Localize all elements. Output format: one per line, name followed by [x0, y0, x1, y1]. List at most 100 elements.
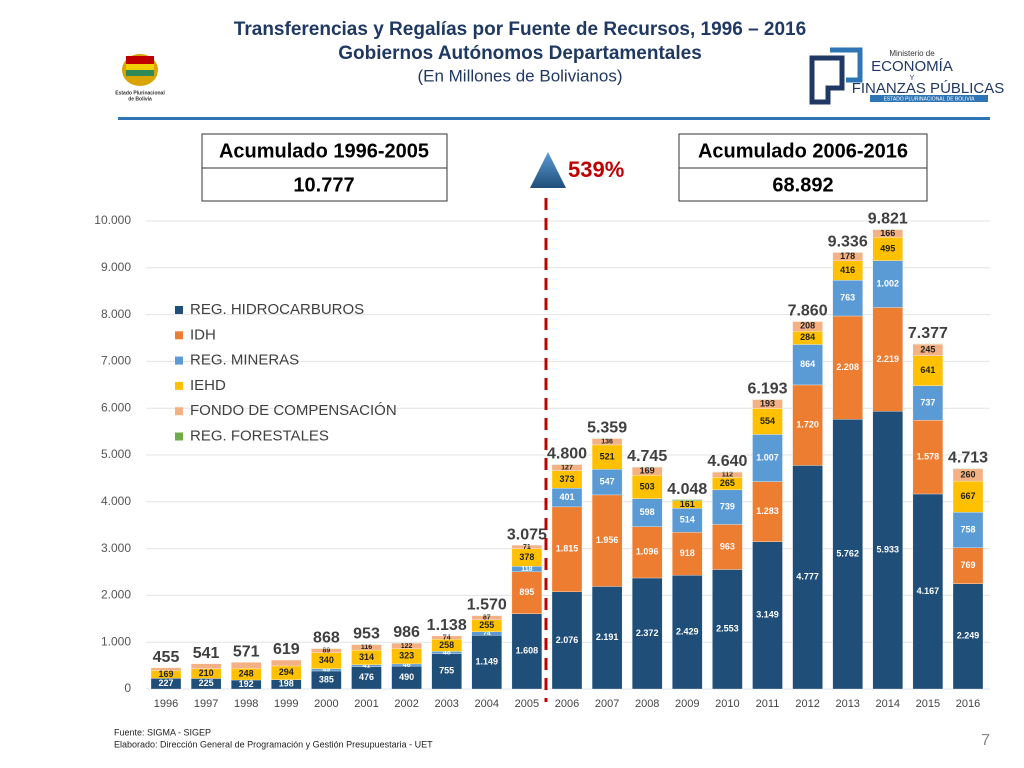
segment-label: 5.933 — [877, 545, 900, 555]
segment-label: 89 — [323, 648, 331, 655]
bar-segment — [832, 419, 863, 690]
bar-segment — [952, 480, 984, 513]
total-label: 6.193 — [747, 380, 787, 397]
segment-label: 547 — [600, 476, 615, 486]
bar-segment — [511, 613, 543, 690]
segment-label: 1.149 — [476, 656, 499, 666]
coat-band — [126, 64, 154, 70]
bar-segment — [591, 444, 623, 470]
y-tick-label: 7.000 — [101, 354, 131, 368]
segment-label: 373 — [559, 474, 574, 484]
y-tick-label: 8.000 — [101, 307, 131, 321]
segment-label: 641 — [920, 365, 935, 375]
bar-segment — [150, 667, 182, 671]
segment-label: 755 — [439, 666, 454, 676]
bar-segment — [952, 547, 984, 584]
bar-segment — [632, 577, 663, 690]
summary-value: 68.892 — [772, 174, 833, 196]
growth-arrow — [530, 152, 566, 188]
bar-segment — [752, 408, 783, 435]
x-tick-label: 2002 — [394, 698, 418, 710]
bar-segment — [752, 434, 783, 482]
x-tick-label: 2000 — [314, 698, 338, 710]
title: Transferencias y Regalías por Fuente de … — [234, 19, 806, 40]
segment-label: 178 — [840, 251, 855, 261]
bar-segment — [752, 541, 783, 690]
header-rule — [118, 117, 990, 120]
segment-label: 71 — [523, 544, 531, 551]
segment-label: 169 — [640, 466, 655, 476]
segment-label: 401 — [559, 492, 574, 502]
segment-label: 2.208 — [836, 362, 859, 372]
segment-label: 127 — [561, 465, 573, 472]
legend-swatch — [175, 432, 183, 441]
bar-segment — [912, 355, 944, 386]
segment-label: 963 — [720, 541, 735, 551]
logo-text: Estado Plurinacional — [115, 90, 165, 96]
bar-segment — [551, 506, 583, 592]
x-tick-label: 2013 — [835, 698, 859, 710]
x-tick-label: 2005 — [515, 698, 539, 710]
segment-label: 476 — [359, 672, 374, 682]
total-label: 5.359 — [587, 419, 627, 436]
x-tick-label: 1998 — [234, 698, 258, 710]
total-label: 455 — [153, 649, 180, 666]
x-tick-label: 1997 — [194, 698, 218, 710]
segment-label: 210 — [199, 668, 214, 678]
logo-text: FINANZAS PÚBLICAS — [852, 80, 1005, 97]
bar-segment — [511, 571, 543, 614]
segment-label: 895 — [519, 587, 534, 597]
source: Fuente: SIGMA - SIGEP — [114, 727, 211, 737]
author: Elaborado: Dirección General de Programa… — [114, 739, 433, 749]
segment-label: 258 — [439, 640, 454, 650]
total-label: 571 — [233, 643, 260, 660]
segment-label: 864 — [800, 359, 815, 369]
segment-label: 49 — [323, 667, 331, 674]
bar-segment — [190, 663, 222, 669]
segment-label: 245 — [920, 344, 935, 354]
total-label: 7.377 — [908, 325, 948, 342]
bar-segment — [912, 419, 944, 495]
y-tick-label: 4.000 — [101, 494, 131, 508]
segment-label: 495 — [880, 243, 895, 253]
bar-segment — [792, 344, 823, 386]
segment-label: 74 — [443, 634, 451, 641]
segment-label: 554 — [760, 416, 775, 426]
legend-label: IEHD — [190, 377, 226, 394]
bar-segment — [712, 569, 743, 690]
total-label: 4.640 — [707, 453, 747, 470]
segment-label: 227 — [158, 678, 173, 688]
segment-label: 2.553 — [716, 624, 739, 634]
total-label: 953 — [353, 626, 380, 643]
y-tick-label: 0 — [124, 681, 131, 695]
x-tick-label: 1999 — [274, 698, 298, 710]
logo-text: Ministerio de — [889, 49, 935, 58]
segment-label: 763 — [840, 293, 855, 303]
segment-label: 918 — [680, 548, 695, 558]
y-tick-label: 9.000 — [101, 260, 131, 274]
bar-segment — [471, 635, 502, 690]
total-label: 4.048 — [667, 481, 707, 498]
logo-shape — [830, 47, 863, 83]
segment-label: 122 — [401, 643, 413, 650]
logo-band — [870, 95, 988, 102]
y-tick-label: 1.000 — [101, 634, 131, 648]
segment-label: 667 — [960, 491, 975, 501]
x-tick-label: 1996 — [154, 698, 178, 710]
segment-label: 1.283 — [756, 506, 779, 516]
segment-label: 2.372 — [636, 628, 659, 638]
bar-segment — [271, 659, 302, 667]
bar-segment — [591, 586, 623, 690]
segment-label: 323 — [399, 651, 414, 661]
segment-label: 2.219 — [877, 354, 900, 364]
y-tick-label: 10.000 — [94, 213, 131, 227]
total-label: 868 — [313, 630, 340, 647]
bar-segment — [792, 465, 823, 690]
x-tick-label: 2012 — [795, 698, 819, 710]
segment-label: 74 — [483, 630, 491, 637]
segment-label: 758 — [960, 524, 975, 534]
logo-text: Y — [910, 75, 915, 82]
x-tick-label: 2001 — [354, 698, 378, 710]
segment-label: 314 — [359, 652, 374, 662]
